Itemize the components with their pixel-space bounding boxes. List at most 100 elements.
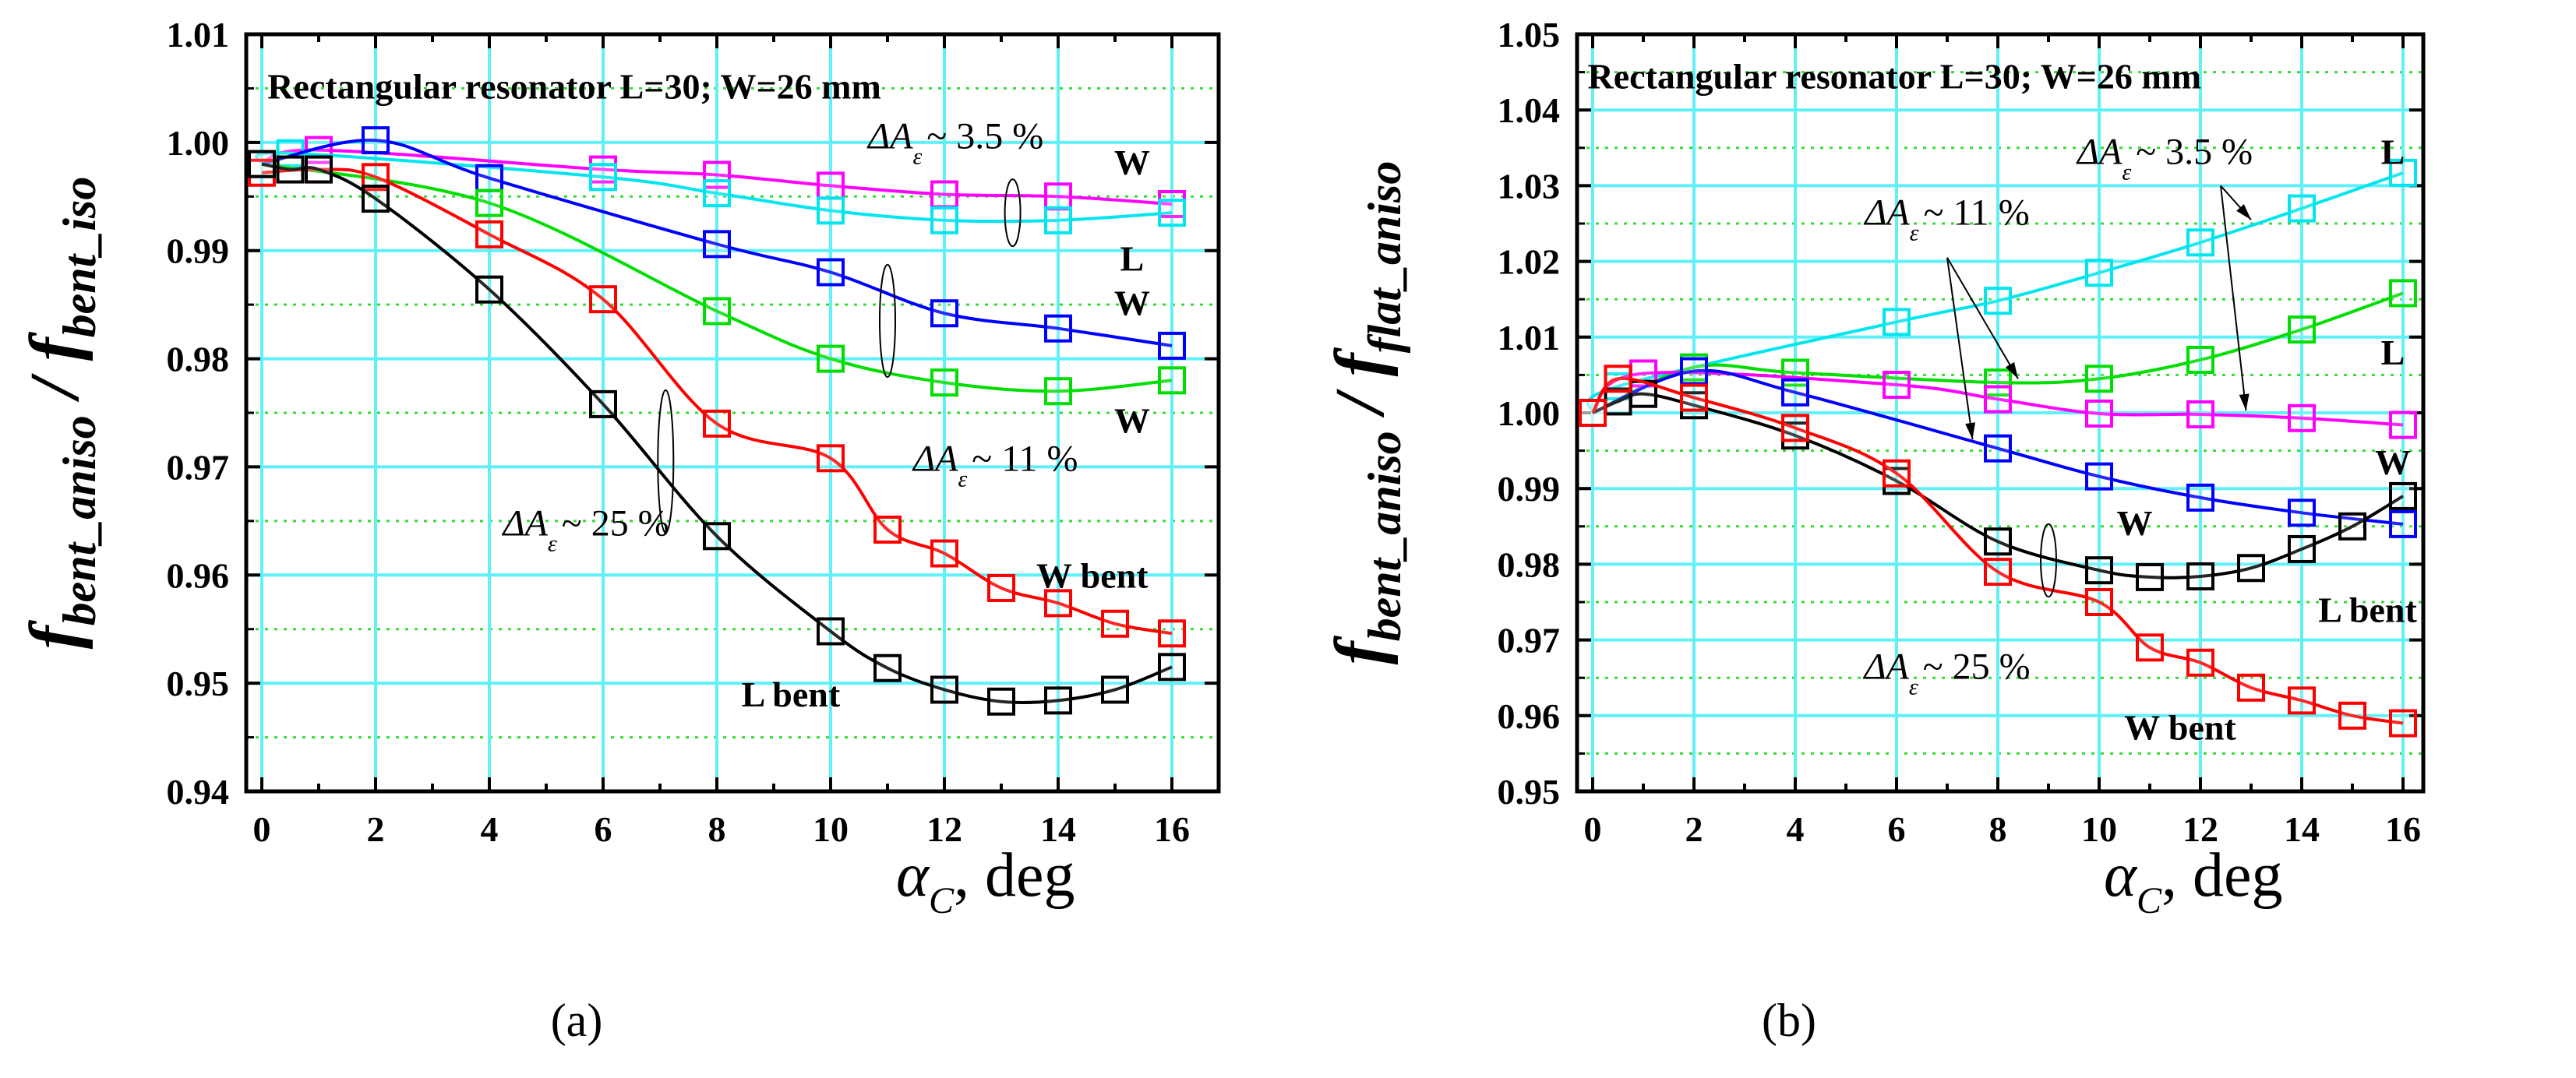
data-point-marker <box>817 171 845 200</box>
delta-symbol: ΔA <box>1863 192 1910 233</box>
group-ellipse <box>657 389 675 534</box>
data-point-marker <box>1984 368 2012 397</box>
series-line <box>261 138 1173 347</box>
x-axis-label: αC, deg <box>896 841 1075 921</box>
data-point-marker <box>817 196 845 225</box>
data-point-marker <box>1101 609 1129 638</box>
data-point-marker <box>2237 554 2265 583</box>
data-point-marker <box>2186 648 2214 677</box>
delta-value: ~ 25 % <box>1923 646 2031 688</box>
data-point-marker <box>930 206 958 234</box>
data-point-marker <box>1044 589 1072 618</box>
data-point-marker <box>1984 287 2012 315</box>
y-tick-label: 1.03 <box>1498 166 1561 206</box>
y-tick-label: 0.96 <box>1498 696 1561 736</box>
series-5 <box>248 150 1186 716</box>
y-tick-label: 1.00 <box>1498 393 1561 433</box>
data-point-marker <box>930 180 958 209</box>
y-tick-label: 1.05 <box>1498 15 1561 55</box>
chart-title: Rectangular resonator L=30; W=26 mm <box>1588 56 2202 96</box>
series-label: W <box>1114 283 1150 322</box>
data-point-marker <box>1158 653 1186 682</box>
data-point-marker <box>1984 434 2012 463</box>
panel-label: (b) <box>1762 995 1816 1046</box>
alpha-subscript: C <box>929 880 955 921</box>
data-point-marker <box>1044 182 1072 211</box>
data-point-marker <box>1781 414 1809 442</box>
data-point-marker <box>2288 534 2316 563</box>
data-point-marker <box>930 299 958 328</box>
y-tick-label: 1.02 <box>1498 242 1561 282</box>
data-point-marker <box>873 653 902 682</box>
data-point-marker <box>1984 527 2012 556</box>
series-5 <box>1579 365 2417 738</box>
y-label-subscript: flat_aniso <box>1359 161 1410 354</box>
x-tick-label: 16 <box>2385 809 2421 849</box>
x-tick-label: 2 <box>367 809 385 849</box>
data-point-marker <box>2186 562 2214 590</box>
alpha-symbol: α <box>896 841 930 910</box>
y-tick-label: 1.04 <box>1498 90 1561 130</box>
data-point-marker <box>2186 400 2214 428</box>
data-point-marker <box>2389 481 2417 510</box>
x-tick-label: 0 <box>253 809 271 849</box>
data-point-marker <box>2389 158 2417 187</box>
data-point-marker <box>703 230 731 259</box>
delta-symbol: ΔA <box>501 503 548 544</box>
series-line <box>1591 371 2404 427</box>
series-line <box>261 162 1173 704</box>
y-tick-label: 0.97 <box>167 447 230 487</box>
series-3 <box>1579 357 2417 538</box>
x-tick-label: 12 <box>926 809 962 849</box>
data-point-marker <box>2085 259 2113 287</box>
data-point-marker <box>475 220 503 248</box>
data-point-marker <box>817 444 845 473</box>
y-tick-label: 1.01 <box>1498 318 1561 358</box>
x-axis-unit: , deg <box>954 841 1075 910</box>
group-ellipse <box>1004 178 1022 248</box>
data-point-marker <box>2085 462 2113 491</box>
data-point-marker <box>2389 709 2417 738</box>
data-point-marker <box>703 522 731 551</box>
y-axis-label: fbent_aniso / fbent_iso <box>16 177 105 650</box>
data-point-marker <box>1604 365 1632 393</box>
data-point-marker <box>2085 399 2113 428</box>
x-tick-label: 8 <box>1989 809 2007 849</box>
y-tick-label: 1.00 <box>167 123 230 163</box>
series-line <box>261 167 1173 636</box>
data-point-marker <box>987 687 1015 716</box>
x-tick-label: 4 <box>481 809 499 849</box>
series-3 <box>248 150 1186 406</box>
data-point-marker <box>2085 556 2113 585</box>
data-point-marker <box>930 539 958 568</box>
data-point-marker <box>1883 371 1911 400</box>
data-point-marker <box>1984 558 2012 587</box>
x-axis-label: αC, deg <box>2104 841 2283 921</box>
data-point-marker <box>1680 357 1708 386</box>
y-label-slash: / <box>16 361 94 415</box>
data-point-marker <box>1044 686 1072 715</box>
delta-subscript: ε <box>958 466 967 491</box>
data-point-marker <box>1883 308 1911 336</box>
arrowhead-icon <box>2239 393 2250 411</box>
data-point-marker <box>1158 199 1186 227</box>
x-tick-label: 14 <box>2284 809 2320 849</box>
data-point-marker <box>703 179 731 208</box>
data-point-marker <box>362 126 390 155</box>
y-tick-label: 0.98 <box>1498 544 1561 584</box>
x-tick-label: 12 <box>2183 809 2218 849</box>
alpha-symbol: α <box>2104 841 2138 910</box>
series-label: L <box>2381 132 2405 172</box>
group-ellipse <box>879 263 896 379</box>
x-tick-label: 16 <box>1154 809 1190 849</box>
data-point-marker <box>2237 673 2265 702</box>
data-point-marker <box>1680 383 1708 412</box>
series-line <box>261 162 1173 393</box>
delta-symbol: ΔA <box>2076 132 2123 173</box>
x-tick-label: 8 <box>708 809 726 849</box>
data-point-marker <box>305 155 333 184</box>
data-point-marker <box>930 675 958 704</box>
delta-symbol: ΔA <box>912 438 958 479</box>
x-tick-label: 6 <box>1888 809 1906 849</box>
